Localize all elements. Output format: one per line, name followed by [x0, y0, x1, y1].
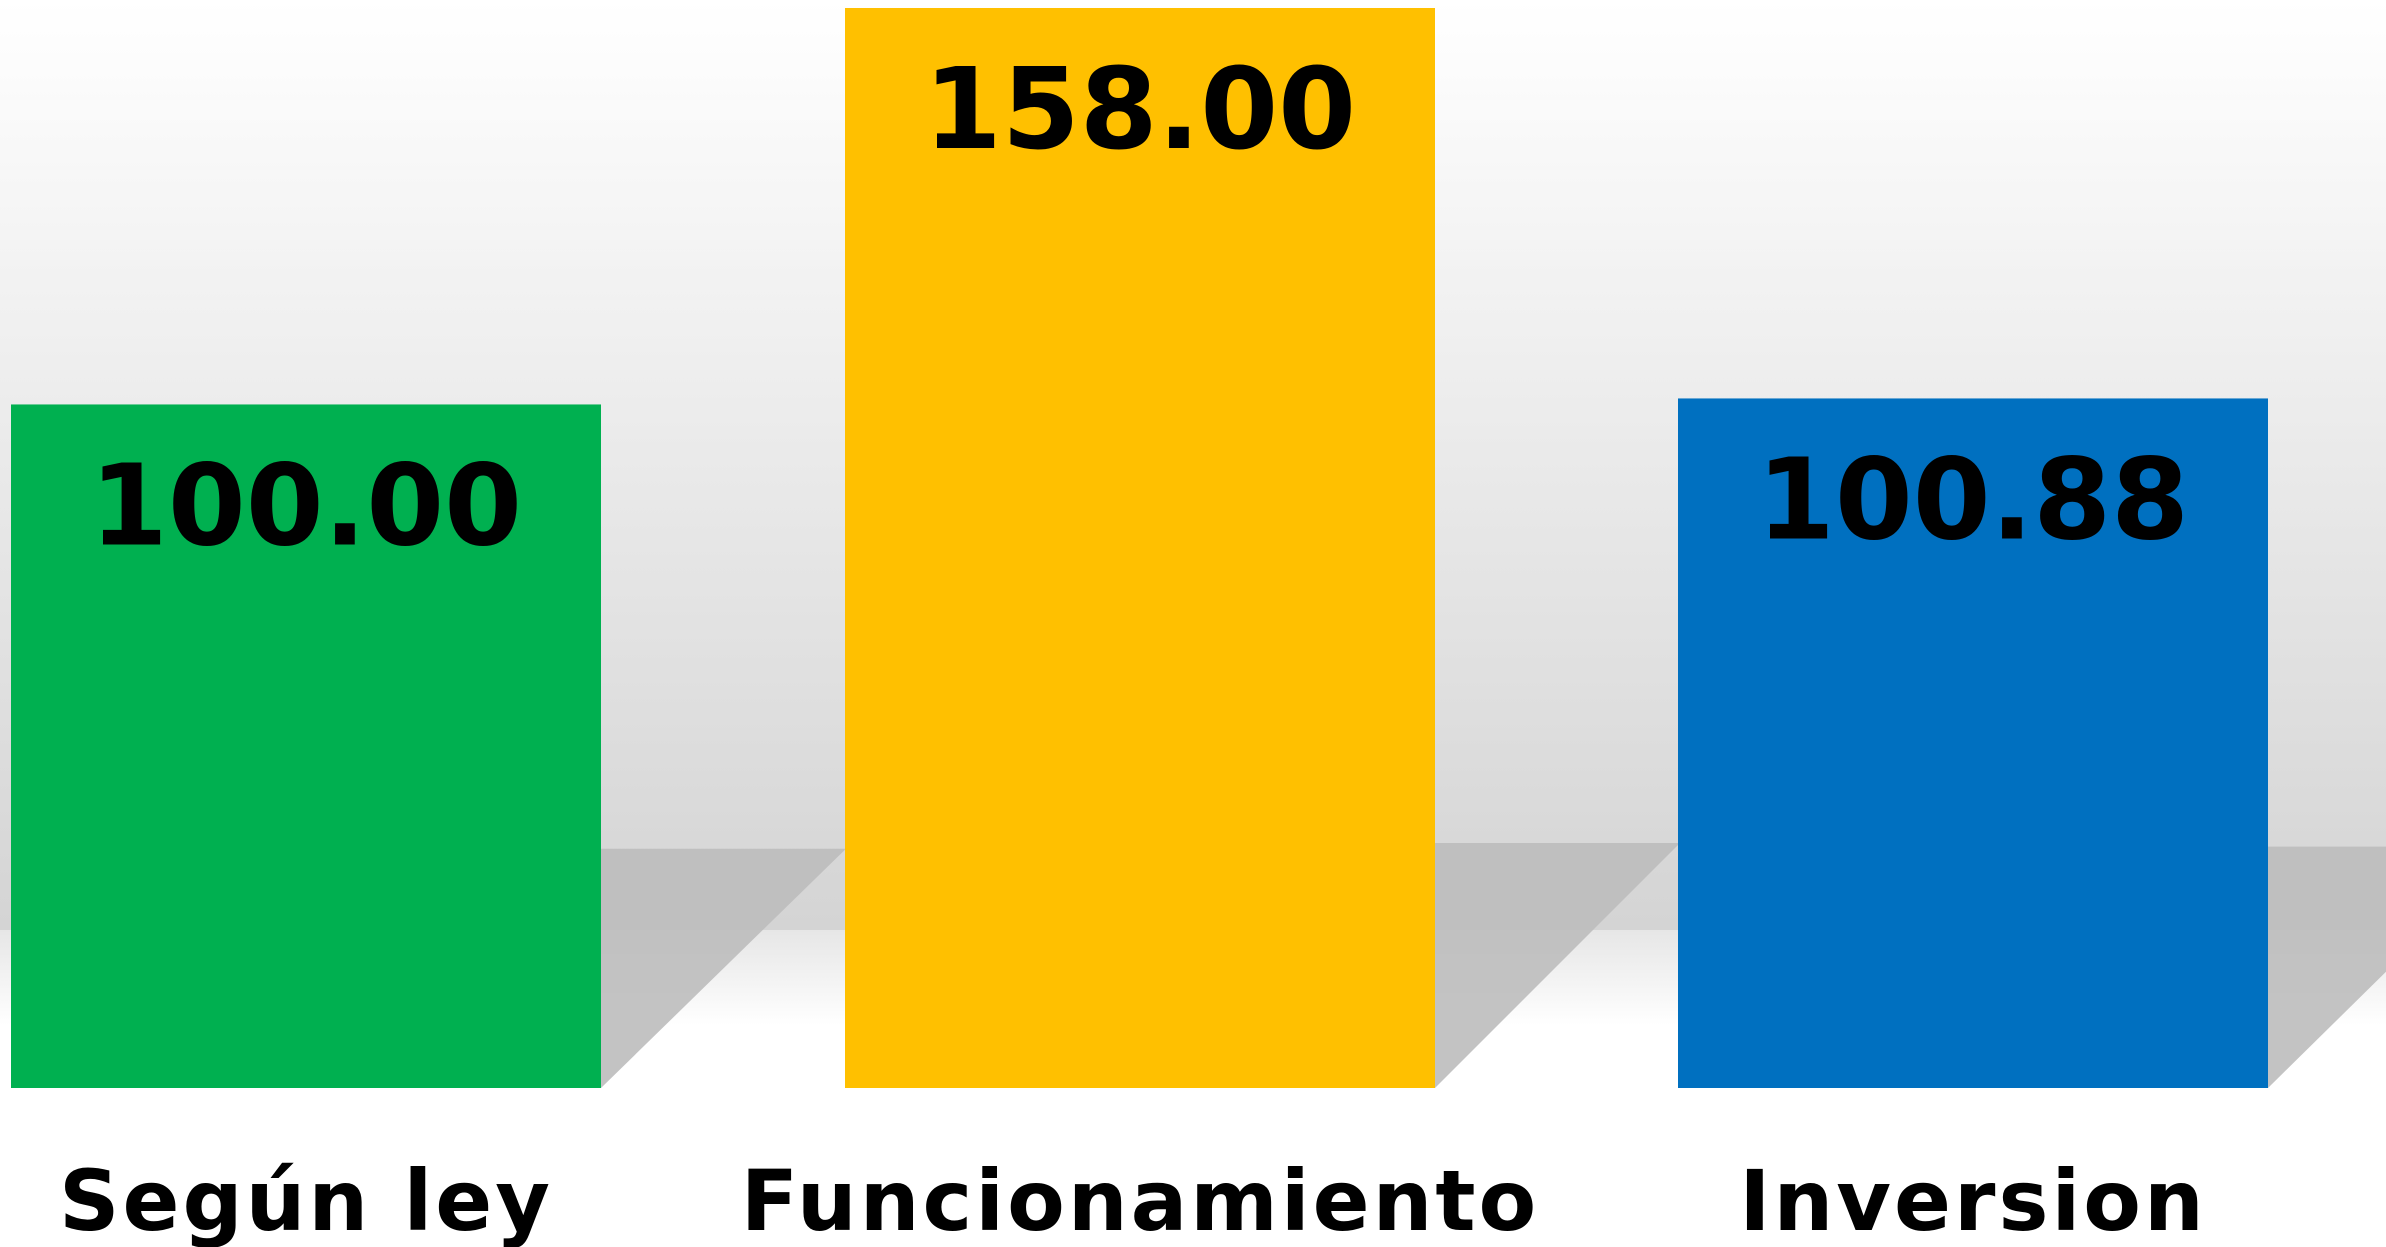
bar-shadow: [601, 848, 846, 1088]
bar: [1678, 398, 2268, 1088]
bar: [845, 8, 1435, 1088]
data-label: 100.00: [90, 441, 522, 571]
x-tick-label: Funcionamiento: [741, 1152, 1540, 1247]
bar-shadow: [2268, 846, 2386, 1088]
data-label: 100.88: [1757, 435, 2189, 565]
x-tick-label: Inversion: [1739, 1152, 2207, 1247]
data-label: 158.00: [924, 45, 1356, 175]
x-tick-label: Según ley: [59, 1152, 553, 1247]
bars: 100.00 Según ley 158.00 Funcionamiento 100.8…: [11, 8, 2268, 1247]
bar-shadow: [1435, 843, 1680, 1088]
shadows: [601, 843, 2386, 1088]
bar: [11, 404, 601, 1088]
